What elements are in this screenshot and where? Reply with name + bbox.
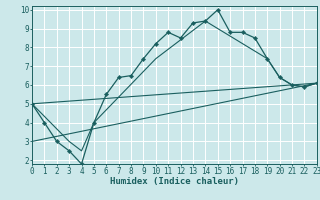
X-axis label: Humidex (Indice chaleur): Humidex (Indice chaleur): [110, 177, 239, 186]
